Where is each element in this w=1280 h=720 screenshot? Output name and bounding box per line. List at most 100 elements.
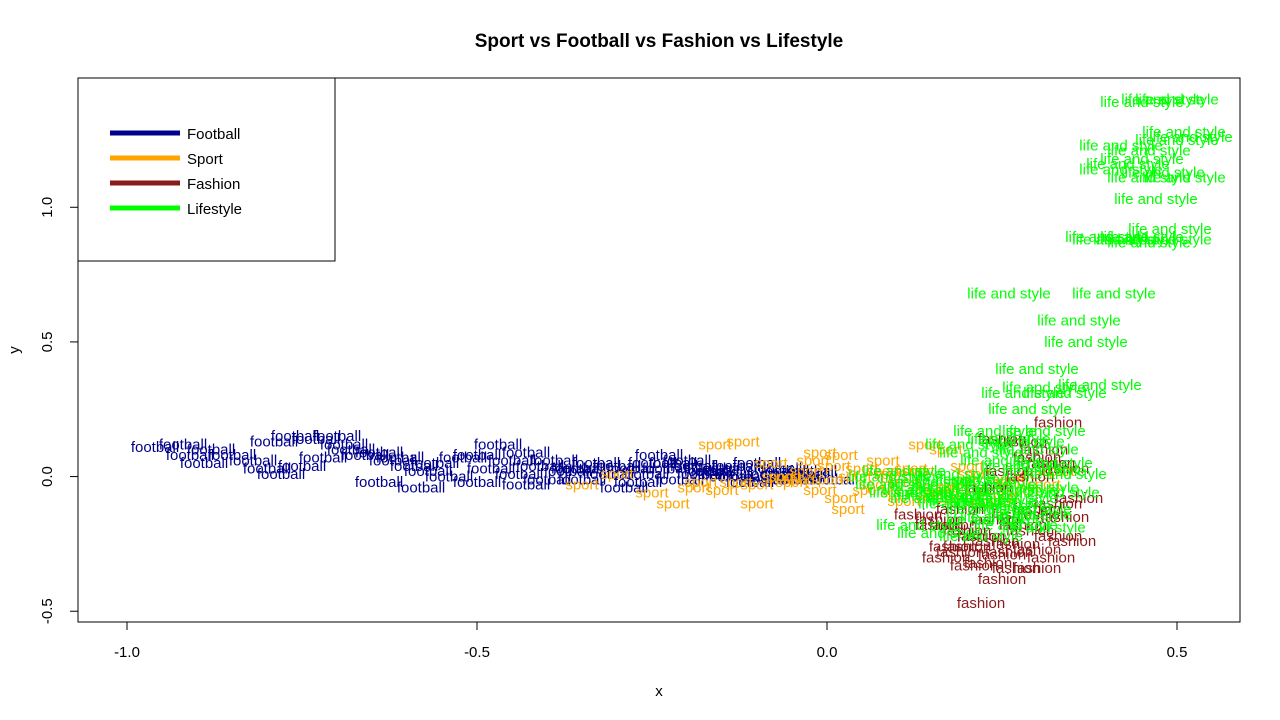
point-football-27: football bbox=[278, 458, 326, 475]
point-sport-12: sport bbox=[887, 474, 921, 491]
point-lifestyle-74: life and style bbox=[862, 463, 945, 480]
point-fashion-37: fashion bbox=[978, 431, 1026, 448]
point-football-33: football bbox=[516, 458, 564, 475]
point-sport-25: sport bbox=[901, 463, 935, 480]
point-lifestyle-33: life and style bbox=[953, 423, 1036, 440]
point-sport-3: sport bbox=[684, 474, 718, 491]
legend-box bbox=[77, 77, 336, 262]
point-lifestyle-17: life and style bbox=[1065, 229, 1148, 246]
point-lifestyle-67: life and style bbox=[1002, 520, 1085, 537]
point-fashion-22: fashion bbox=[943, 522, 991, 539]
x-tick-label: 0.5 bbox=[1167, 644, 1188, 661]
point-sport-22: sport bbox=[838, 469, 872, 486]
point-sport-53: sport bbox=[866, 452, 900, 469]
point-sport-38: sport bbox=[852, 482, 886, 499]
point-fashion-10: fashion bbox=[950, 557, 998, 574]
point-sport-36: sport bbox=[810, 471, 844, 488]
point-lifestyle-68: life and style bbox=[876, 517, 959, 534]
point-sport-50: sport bbox=[768, 469, 802, 486]
point-lifestyle-18: life and style bbox=[1072, 232, 1155, 249]
point-fashion-43: fashion bbox=[957, 528, 1005, 545]
point-football-32: football bbox=[488, 452, 536, 469]
point-sport-7: sport bbox=[782, 471, 816, 488]
point-sport-15: sport bbox=[950, 458, 984, 475]
point-football-4: football bbox=[250, 434, 298, 451]
point-lifestyle-73: life and style bbox=[848, 469, 931, 486]
point-fashion-27: fashion bbox=[1013, 501, 1061, 518]
point-lifestyle-13: life and style bbox=[1142, 170, 1225, 187]
point-fashion-29: fashion bbox=[1055, 490, 1103, 507]
point-lifestyle-21: life and style bbox=[1128, 232, 1211, 249]
x-axis-label: x bbox=[655, 683, 663, 700]
point-sport-19: sport bbox=[775, 474, 809, 491]
point-lifestyle-65: life and style bbox=[946, 512, 1029, 529]
point-football-48: football bbox=[390, 458, 438, 475]
point-lifestyle-46: life and style bbox=[953, 477, 1036, 494]
point-football-23: football bbox=[761, 463, 809, 480]
data-points: footballfootballfootballfootballfootball… bbox=[131, 92, 1233, 613]
point-lifestyle-63: life and style bbox=[904, 487, 987, 504]
point-lifestyle-72: life and style bbox=[988, 501, 1071, 518]
point-fashion-9: fashion bbox=[964, 555, 1012, 572]
point-sport-21: sport bbox=[817, 458, 851, 475]
legend-label-lifestyle: Lifestyle bbox=[187, 201, 242, 218]
point-sport-1: sport bbox=[726, 434, 760, 451]
point-football-64: football bbox=[397, 479, 445, 496]
point-football-54: football bbox=[586, 466, 634, 483]
point-football-38: football bbox=[663, 452, 711, 469]
point-football-29: football bbox=[376, 450, 424, 467]
point-football-52: football bbox=[523, 471, 571, 488]
point-sport-20: sport bbox=[796, 452, 830, 469]
point-sport-43: sport bbox=[957, 466, 991, 483]
point-football-73: football bbox=[257, 466, 305, 483]
point-sport-42: sport bbox=[936, 490, 970, 507]
point-lifestyle-1: life and style bbox=[1121, 92, 1204, 109]
point-lifestyle-53: life and style bbox=[953, 493, 1036, 510]
point-lifestyle-47: life and style bbox=[974, 482, 1057, 499]
point-sport-52: sport bbox=[824, 490, 858, 507]
point-sport-30: sport bbox=[1006, 482, 1040, 499]
x-tick-label: 0.0 bbox=[817, 644, 838, 661]
point-fashion-11: fashion bbox=[936, 544, 984, 561]
point-fashion-15: fashion bbox=[999, 517, 1047, 534]
point-lifestyle-6: life and style bbox=[1107, 143, 1190, 160]
point-fashion-36: fashion bbox=[999, 434, 1047, 451]
point-lifestyle-23: life and style bbox=[1072, 285, 1155, 302]
point-sport-55: sport bbox=[915, 487, 949, 504]
chart-title: Sport vs Football vs Fashion vs Lifestyl… bbox=[475, 31, 843, 52]
point-lifestyle-25: life and style bbox=[1044, 334, 1127, 351]
point-football-68: football bbox=[600, 479, 648, 496]
point-lifestyle-10: life and style bbox=[1079, 162, 1162, 179]
point-lifestyle-37: life and style bbox=[1009, 455, 1092, 472]
point-lifestyle-60: life and style bbox=[988, 506, 1071, 523]
legend-label-sport: Sport bbox=[187, 151, 224, 168]
point-football-46: football bbox=[299, 450, 347, 467]
point-football-74: football bbox=[320, 436, 368, 453]
point-lifestyle-50: life and style bbox=[890, 474, 973, 491]
point-sport-49: sport bbox=[565, 477, 599, 494]
point-sport-24: sport bbox=[880, 485, 914, 502]
point-football-44: football bbox=[180, 455, 228, 472]
y-axis: -0.5 0.0 0.5 1.0 bbox=[39, 197, 78, 624]
point-football-0: football bbox=[131, 439, 179, 456]
y-tick-label: 0.5 bbox=[39, 331, 56, 352]
point-football-15: football bbox=[558, 461, 606, 478]
point-football-8: football bbox=[341, 447, 389, 464]
point-fashion-20: fashion bbox=[978, 547, 1026, 564]
point-football-7: football bbox=[313, 428, 361, 445]
point-sport-41: sport bbox=[915, 485, 949, 502]
point-lifestyle-12: life and style bbox=[1121, 164, 1204, 181]
point-lifestyle-36: life and style bbox=[995, 442, 1078, 459]
point-football-59: football bbox=[726, 474, 774, 491]
y-tick-label: -0.5 bbox=[39, 598, 56, 624]
point-football-22: football bbox=[740, 471, 788, 488]
point-football-9: football bbox=[369, 452, 417, 469]
point-football-24: football bbox=[782, 466, 830, 483]
point-fashion-12: fashion bbox=[922, 549, 970, 566]
point-lifestyle-28: life and style bbox=[1058, 377, 1141, 394]
point-sport-27: sport bbox=[943, 474, 977, 491]
point-sport-10: sport bbox=[845, 461, 879, 478]
point-football-50: football bbox=[467, 461, 515, 478]
point-lifestyle-11: life and style bbox=[1107, 170, 1190, 187]
point-lifestyle-41: life and style bbox=[981, 458, 1064, 475]
